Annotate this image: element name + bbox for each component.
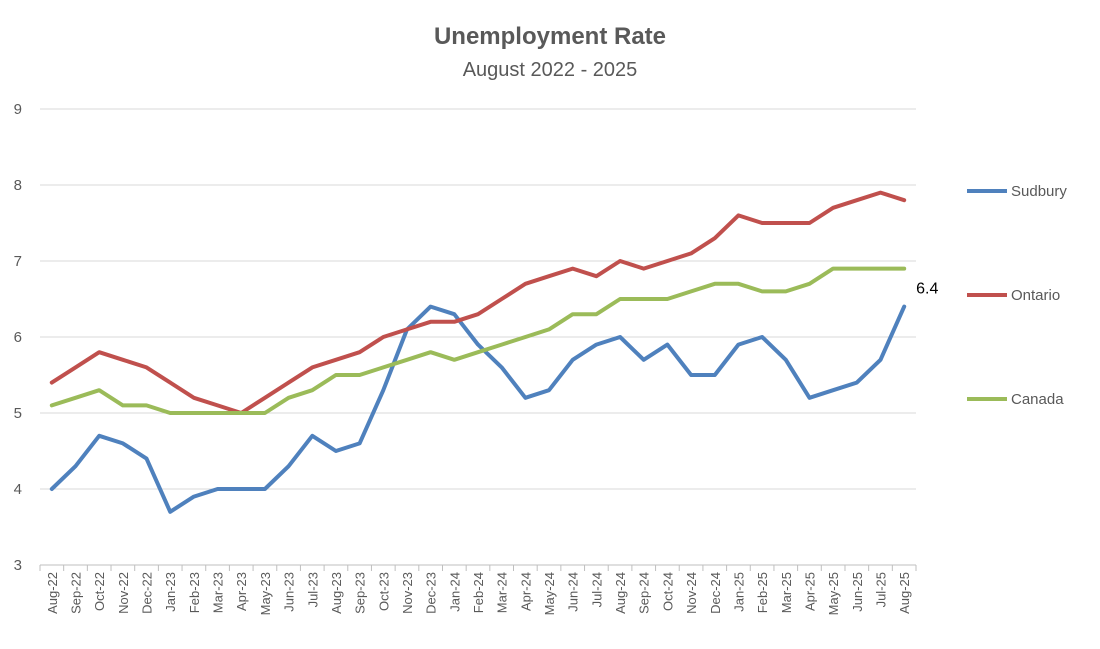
gridlines bbox=[40, 108, 916, 490]
x-axis: Aug-22 Sep-22 Oct-22 Nov-22 Dec-22 Jan-23 Feb-… bbox=[39, 564, 917, 615]
x-tick-label: Mar-23 bbox=[211, 572, 226, 613]
y-tick-label: 9 bbox=[14, 101, 22, 118]
x-tick-label: Oct-23 bbox=[376, 572, 391, 611]
legend-label-ontario: Ontario bbox=[1011, 287, 1060, 304]
x-tick-label: Aug-24 bbox=[613, 572, 628, 614]
x-tick-label: Nov-22 bbox=[116, 572, 131, 614]
x-tick-label: Jul-23 bbox=[305, 572, 320, 607]
x-tick-label: Feb-25 bbox=[755, 572, 770, 613]
series-line-sudbury bbox=[49, 304, 907, 514]
x-tick-label: Oct-24 bbox=[660, 572, 675, 611]
chart-title: Unemployment Rate bbox=[434, 23, 666, 50]
x-tick-label: May-23 bbox=[258, 572, 273, 615]
x-tick-label: Mar-25 bbox=[779, 572, 794, 613]
y-tick-label: 4 bbox=[14, 481, 22, 498]
x-tick-label: Nov-24 bbox=[684, 572, 699, 614]
x-tick-label: Jan-25 bbox=[731, 572, 746, 612]
x-tick-label: Jun-23 bbox=[282, 572, 297, 612]
x-tick-label: Oct-22 bbox=[92, 572, 107, 611]
x-tick-label: Aug-23 bbox=[329, 572, 344, 614]
y-tick-label: 5 bbox=[14, 405, 22, 422]
x-tick-label: Sep-22 bbox=[69, 572, 84, 614]
y-tick-label: 6 bbox=[14, 329, 22, 346]
x-tick-label: Dec-24 bbox=[708, 572, 723, 614]
series-line-canada bbox=[49, 266, 907, 415]
data-label: 6.4 bbox=[916, 281, 938, 298]
legend-label-sudbury: Sudbury bbox=[1011, 183, 1067, 200]
x-tick-label: Sep-23 bbox=[353, 572, 368, 614]
x-tick-label: Feb-24 bbox=[471, 572, 486, 613]
x-tick-label: Dec-22 bbox=[140, 572, 155, 614]
x-tick-label: Dec-23 bbox=[424, 572, 439, 614]
data-labels: 6.4 bbox=[916, 281, 938, 298]
x-tick-label: Jan-24 bbox=[447, 572, 462, 612]
x-tick-label: May-24 bbox=[542, 572, 557, 615]
x-tick-label: Jun-24 bbox=[566, 572, 581, 612]
y-axis-ticks: 3 4 5 6 7 8 9 bbox=[14, 101, 22, 574]
legend-label-canada: Canada bbox=[1011, 391, 1064, 408]
chart-subtitle: August 2022 - 2025 bbox=[463, 59, 638, 81]
x-tick-label: Jul-25 bbox=[873, 572, 888, 607]
series-line-ontario bbox=[49, 190, 907, 415]
x-tick-label: Jan-23 bbox=[163, 572, 178, 612]
x-tick-label: Mar-24 bbox=[495, 572, 510, 613]
x-tick-label: May-25 bbox=[826, 572, 841, 615]
x-tick-label: Apr-25 bbox=[802, 572, 817, 611]
x-tick-label: Nov-23 bbox=[400, 572, 415, 614]
legend: Sudbury Ontario Canada bbox=[967, 183, 1067, 408]
x-tick-label: Jun-25 bbox=[850, 572, 865, 612]
x-tick-label: Aug-22 bbox=[45, 572, 60, 614]
x-tick-label: Sep-24 bbox=[637, 572, 652, 614]
y-tick-label: 8 bbox=[14, 177, 22, 194]
plot-lines bbox=[49, 190, 907, 514]
x-tick-label: Feb-23 bbox=[187, 572, 202, 613]
y-tick-label: 7 bbox=[14, 253, 22, 270]
x-tick-label: Jul-24 bbox=[589, 572, 604, 607]
x-tick-label: Apr-23 bbox=[234, 572, 249, 611]
y-tick-label: 3 bbox=[14, 557, 22, 574]
x-tick-label: Aug-25 bbox=[897, 572, 912, 614]
x-tick-label: Apr-24 bbox=[518, 572, 533, 611]
